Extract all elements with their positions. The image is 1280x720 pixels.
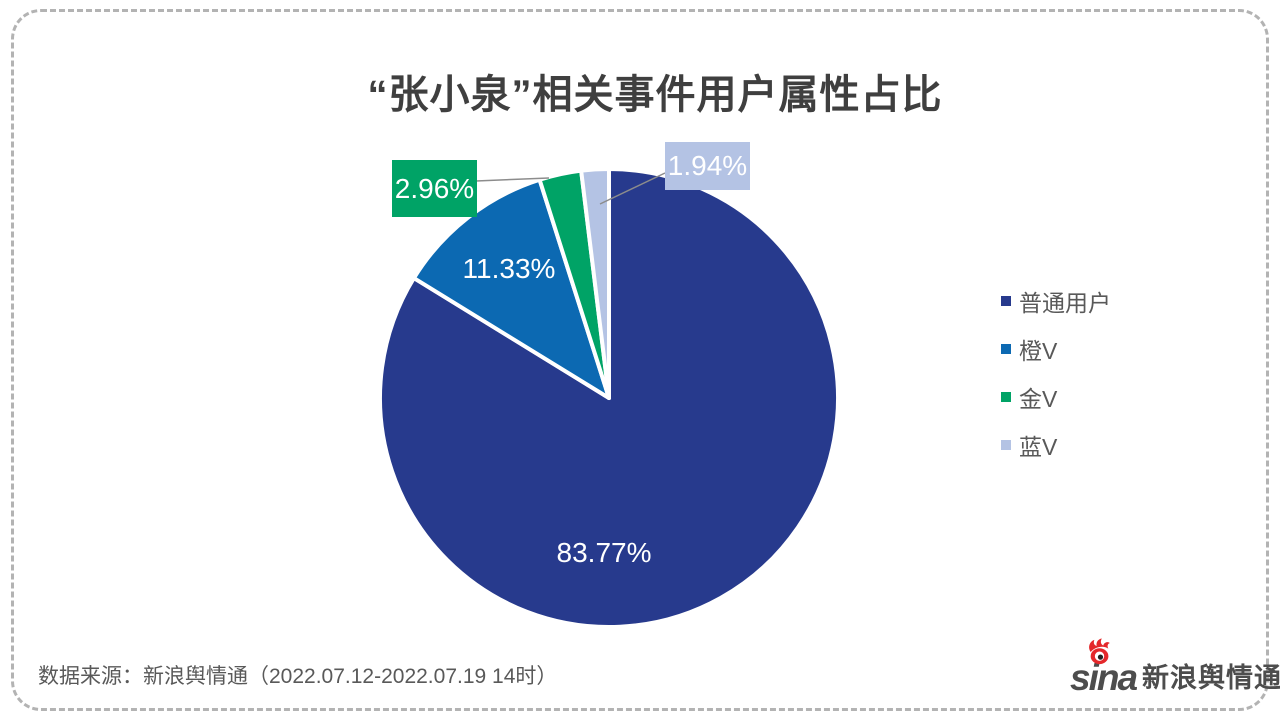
legend-swatch-icon (1001, 440, 1011, 450)
leader-line-lanV (599, 172, 666, 205)
callout-box-jinV: 2.96% (392, 160, 477, 217)
sina-eye-icon (1089, 638, 1110, 665)
legend-item-jinV: 金V (1001, 373, 1111, 421)
legend-item-lanV: 蓝V (1001, 421, 1111, 469)
sina-brand-text: 新浪舆情通 (1142, 663, 1280, 693)
legend-label: 橙V (1019, 338, 1058, 364)
pie-slice-普通用户 (378, 167, 840, 629)
legend-swatch-icon (1001, 296, 1011, 306)
pie-slices-group (378, 167, 840, 629)
legend-label: 普通用户 (1019, 290, 1111, 316)
legend-label: 蓝V (1019, 434, 1058, 460)
legend: 普通用户 橙V 金V 蓝V (1001, 277, 1111, 469)
chart-title: “张小泉”相关事件用户属性占比 (367, 73, 943, 117)
data-label-chengV: 11.33% (462, 253, 556, 284)
data-label-lanV: 1.94% (667, 150, 748, 181)
sina-wordmark-text: sina (1070, 657, 1138, 698)
pie-slice-橙V (411, 177, 611, 400)
legend-item-putongyonghu: 普通用户 (1001, 277, 1111, 325)
leader-line-jinV (475, 177, 550, 182)
data-label-putongyonghu: 83.77% (556, 537, 652, 568)
legend-swatch-icon (1001, 344, 1011, 354)
legend-swatch-icon (1001, 392, 1011, 402)
sina-wordmark: sina (1070, 638, 1138, 698)
legend-item-chengV: 橙V (1001, 325, 1111, 373)
data-label-jinV: 2.96% (394, 172, 475, 204)
legend-label: 金V (1019, 386, 1058, 412)
sina-logo: sina 新浪舆情通 (1070, 638, 1280, 698)
callout-box-lanV: 1.94% (665, 142, 750, 190)
source-caption: 数据来源：新浪舆情通（2022.07.12-2022.07.19 14时） (38, 665, 558, 688)
pie-slice-蓝V (579, 167, 611, 400)
